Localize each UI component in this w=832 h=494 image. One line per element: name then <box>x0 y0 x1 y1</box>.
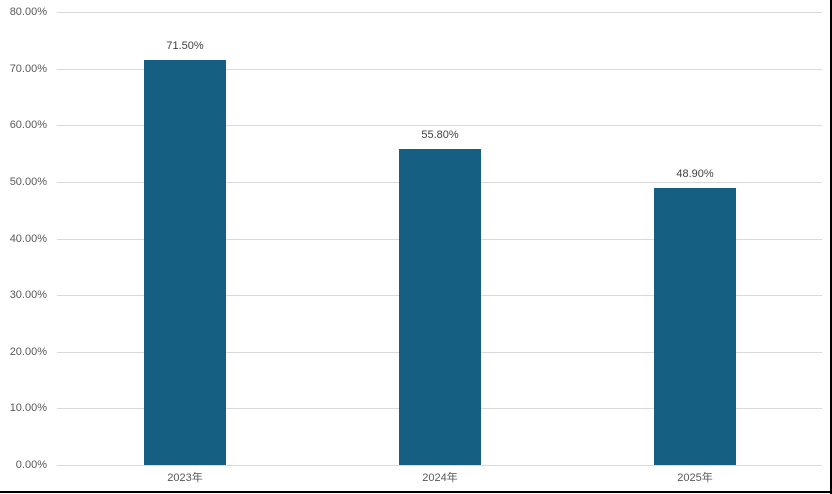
bar <box>654 188 736 465</box>
x-category-label: 2024年 <box>422 472 458 484</box>
y-tick-label: 80.00% <box>9 6 47 18</box>
y-tick-label: 60.00% <box>9 119 47 131</box>
y-tick-label: 10.00% <box>9 402 47 414</box>
x-category-label: 2025年 <box>677 472 713 484</box>
y-tick-label: 30.00% <box>9 289 47 301</box>
x-category-label: 2023年 <box>167 472 203 484</box>
y-tick-label: 0.00% <box>15 459 47 471</box>
right-border-line <box>830 0 832 494</box>
gridline <box>57 125 822 126</box>
y-tick-label: 50.00% <box>9 176 47 188</box>
y-tick-label: 70.00% <box>9 63 47 75</box>
bar-value-label: 48.90% <box>676 168 714 180</box>
gridline <box>57 69 822 70</box>
gridline <box>57 12 822 13</box>
bar <box>144 60 226 465</box>
bar <box>399 149 481 465</box>
gridline <box>57 465 822 466</box>
y-tick-label: 20.00% <box>9 346 47 358</box>
bar-value-label: 55.80% <box>421 129 459 141</box>
bottom-border-line <box>0 491 832 493</box>
bar-value-label: 71.50% <box>166 40 204 52</box>
y-tick-label: 40.00% <box>9 233 47 245</box>
